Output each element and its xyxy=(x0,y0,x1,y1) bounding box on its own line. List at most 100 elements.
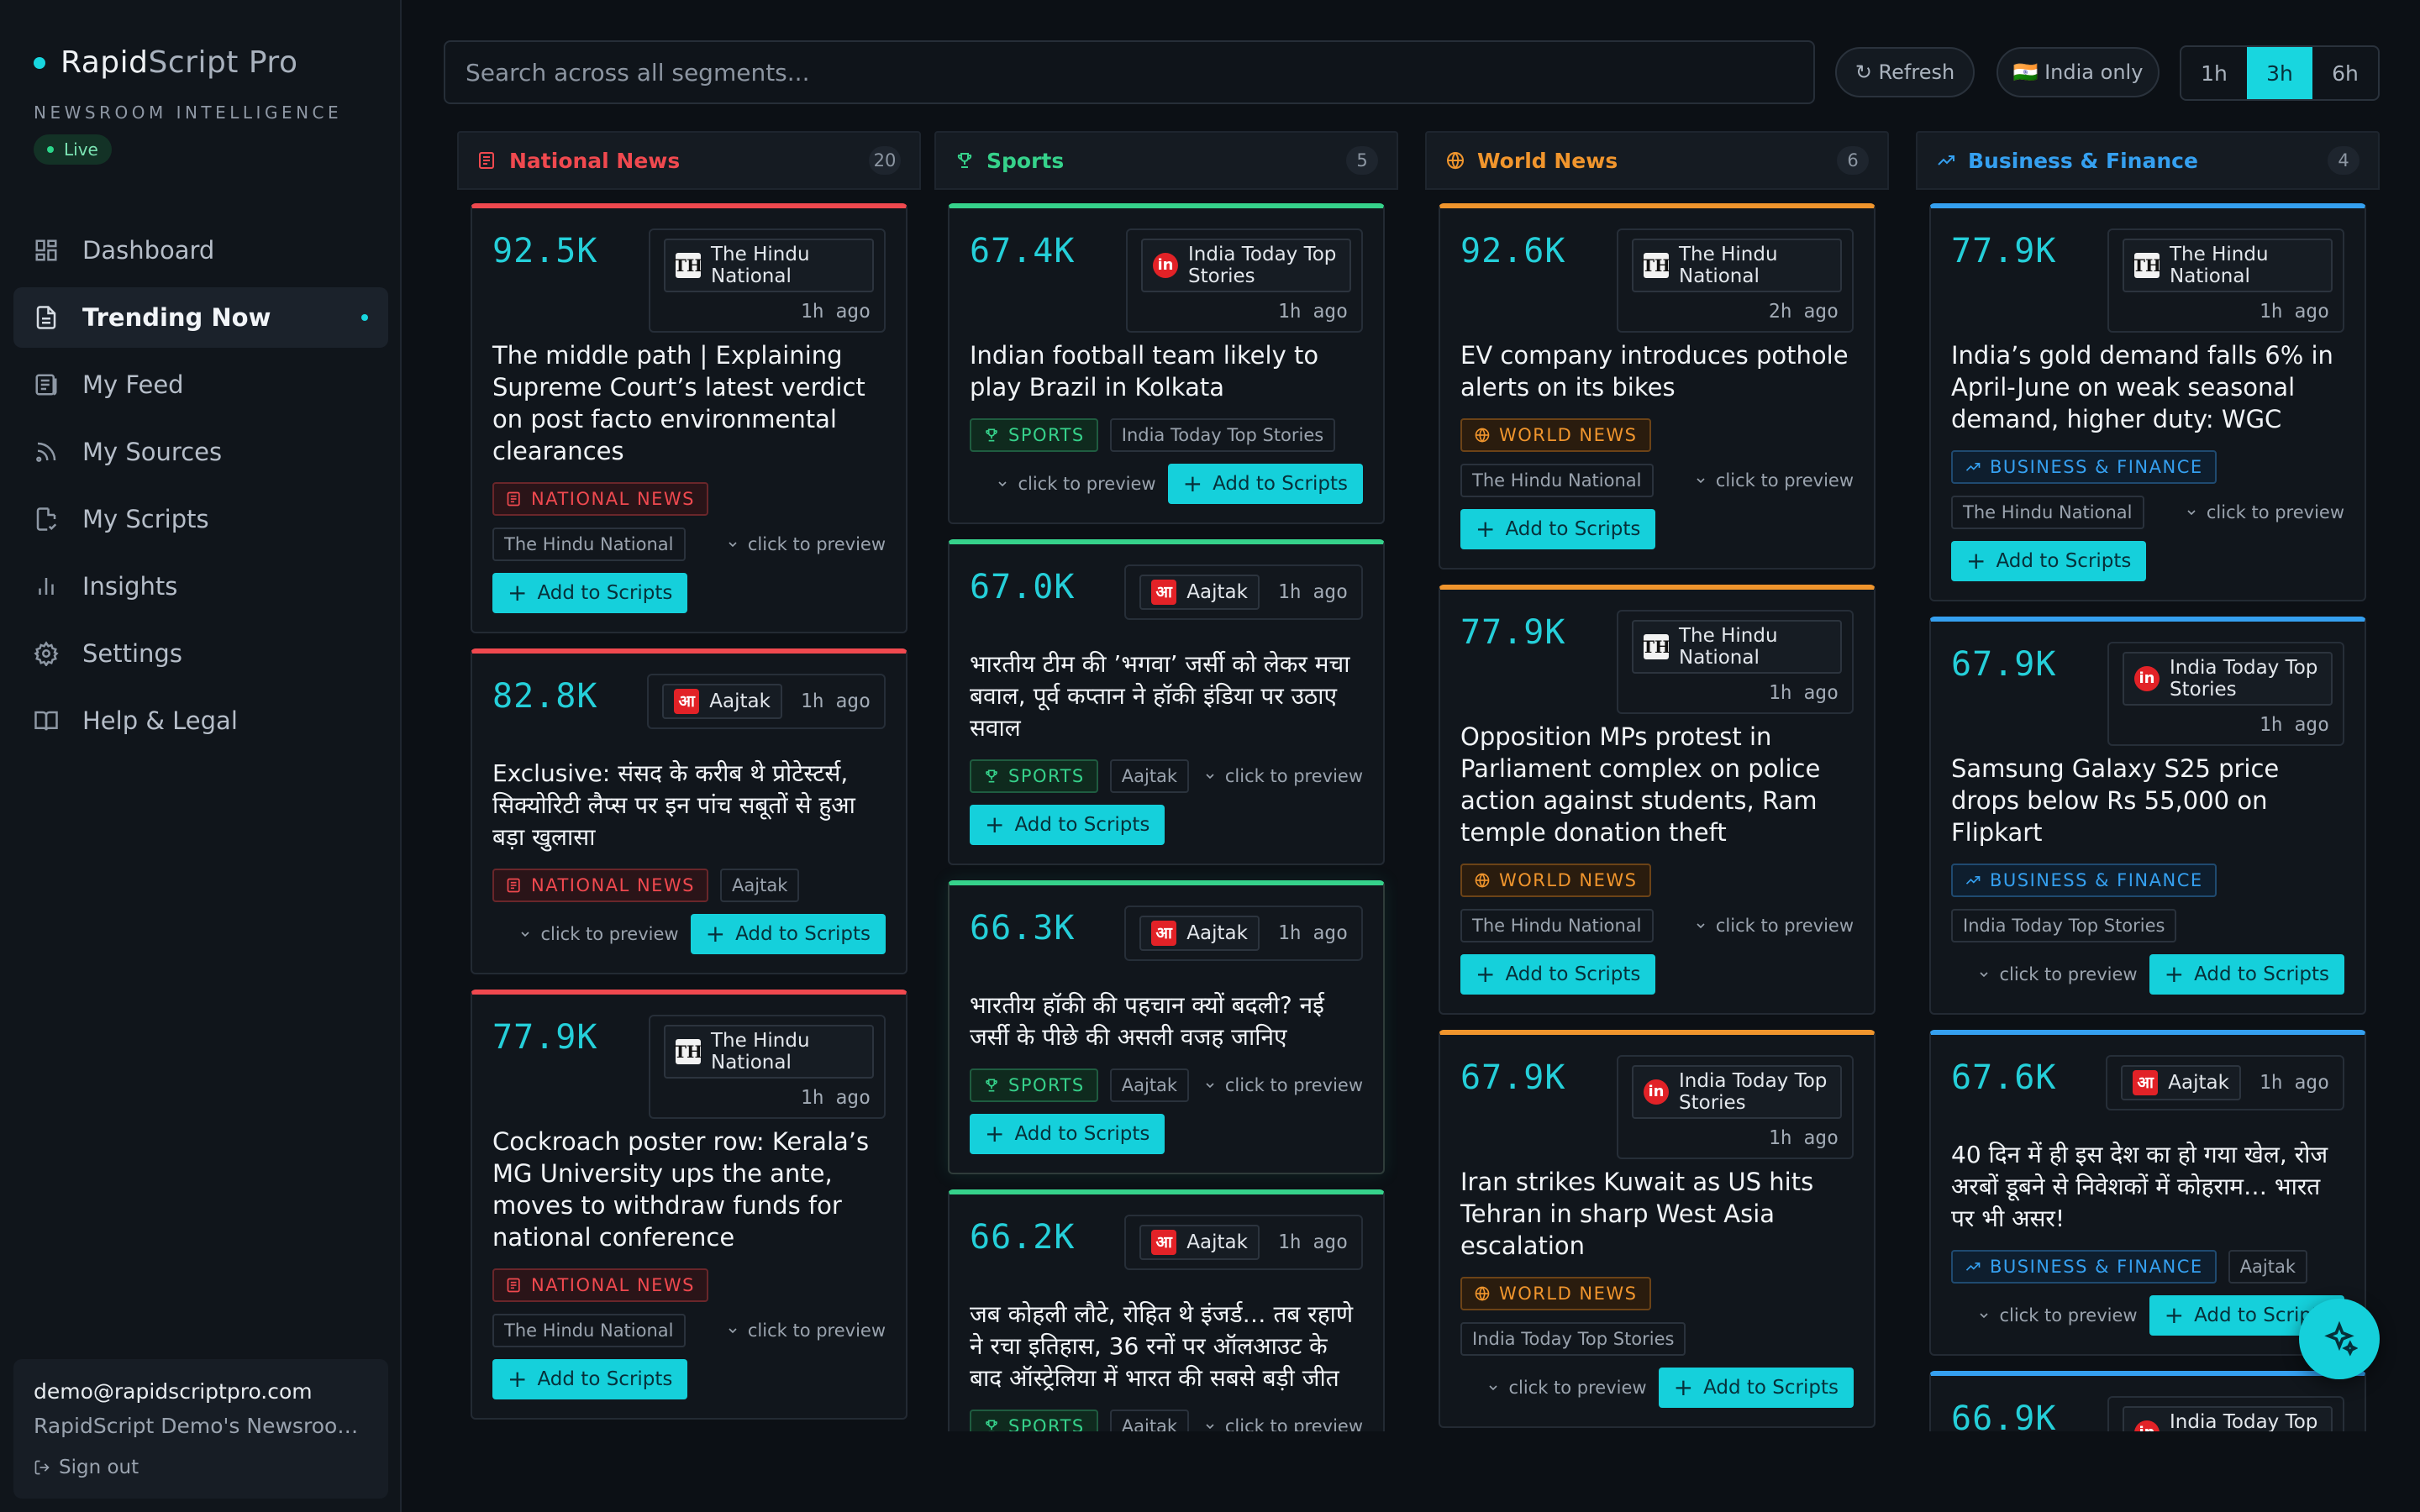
sidebar-item-help-legal[interactable]: Help & Legal xyxy=(13,690,388,751)
click-to-preview[interactable]: click to preview xyxy=(1694,470,1854,491)
source-chip[interactable]: TH The Hindu National xyxy=(664,239,874,292)
sidebar-item-settings[interactable]: Settings xyxy=(13,623,388,684)
story-headline[interactable]: Samsung Galaxy S25 price drops below Rs … xyxy=(1951,754,2280,847)
add-to-scripts-button[interactable]: + Add to Scripts xyxy=(492,573,688,613)
add-to-scripts-button[interactable]: + Add to Scripts xyxy=(2149,954,2344,995)
range-option-1h[interactable]: 1h xyxy=(2201,60,2228,86)
sidebar-item-label: My Feed xyxy=(82,370,184,399)
story-headline[interactable]: The middle path | Explaining Supreme Cou… xyxy=(492,341,865,465)
search-input[interactable] xyxy=(444,40,1815,104)
story-headline[interactable]: जब कोहली लौटे, रोहित थे इंजर्ड… तब रहाणे… xyxy=(970,1300,1354,1392)
source-chip[interactable]: in India Today Top Stories xyxy=(2123,1406,2333,1431)
story-headline[interactable]: भारतीय हॉकी की पहचान क्यों बदली? नई जर्स… xyxy=(970,991,1324,1051)
add-to-scripts-button[interactable]: + Add to Scripts xyxy=(970,1114,1165,1154)
story-card[interactable]: 82.8K आ Aajtak 1h ago Exclusive: संसद के करी… xyxy=(471,648,908,974)
source-chip[interactable]: in India Today Top Stories xyxy=(2123,652,2333,706)
click-to-preview[interactable]: click to preview xyxy=(726,1320,886,1341)
story-card[interactable]: 77.9K TH The Hindu National 1h ago India’s g… xyxy=(1929,203,2366,601)
view-count: 66.3K xyxy=(970,909,1076,948)
source-chip[interactable]: आ Aajtak xyxy=(1139,916,1260,951)
column-national: National News 20 92.5K TH The Hindu National… xyxy=(457,131,921,1431)
add-to-scripts-button[interactable]: + Add to Scripts xyxy=(1460,954,1656,995)
story-card[interactable]: 67.9K in India Today Top Stories 1h ago Iran… xyxy=(1439,1030,1876,1428)
click-to-preview[interactable]: click to preview xyxy=(726,534,886,554)
ai-assistant-fab[interactable] xyxy=(2299,1299,2380,1379)
add-to-scripts-button[interactable]: + Add to Scripts xyxy=(970,805,1165,845)
sidebar-item-dashboard[interactable]: Dashboard xyxy=(13,220,388,281)
source-chip[interactable]: आ Aajtak xyxy=(2121,1065,2241,1100)
source-chip[interactable]: in India Today Top Stories xyxy=(1141,239,1351,292)
story-card[interactable]: 77.9K TH The Hindu National 1h ago Cockroach… xyxy=(471,990,908,1420)
source-chip[interactable]: आ Aajtak xyxy=(1139,1225,1260,1260)
sidebar-item-my-scripts[interactable]: My Scripts xyxy=(13,489,388,549)
source-chip[interactable]: TH The Hindu National xyxy=(1632,620,1842,674)
sidebar-item-my-sources[interactable]: My Sources xyxy=(13,422,388,482)
card-header: 67.0K आ Aajtak 1h ago xyxy=(970,564,1363,642)
click-to-preview[interactable]: click to preview xyxy=(2185,502,2344,522)
range-option-3h[interactable]: 3h xyxy=(2247,47,2312,99)
click-to-preview[interactable]: click to preview xyxy=(1486,1378,1647,1398)
click-to-preview[interactable]: click to preview xyxy=(518,924,679,944)
story-headline[interactable]: Exclusive: संसद के करीब थे प्रोटेस्टर्स,… xyxy=(492,759,855,851)
click-to-preview[interactable]: click to preview xyxy=(1694,916,1854,936)
sidebar-item-my-feed[interactable]: My Feed xyxy=(13,354,388,415)
story-headline[interactable]: India’s gold demand falls 6% in April-Ju… xyxy=(1951,341,2333,433)
globe-icon xyxy=(1475,428,1490,443)
source-chip[interactable]: आ Aajtak xyxy=(662,684,782,719)
add-to-scripts-button[interactable]: + Add to Scripts xyxy=(492,1359,688,1399)
sidebar-item-insights[interactable]: Insights xyxy=(13,556,388,617)
story-card[interactable]: 67.6K आ Aajtak 1h ago 40 दिन में ही इस देश क… xyxy=(1929,1030,2366,1356)
add-to-scripts-button[interactable]: + Add to Scripts xyxy=(1658,1368,1854,1408)
story-headline[interactable]: Opposition MPs protest in Parliament com… xyxy=(1460,722,1821,847)
published-time: 1h ago xyxy=(1768,682,1839,704)
click-to-preview[interactable]: click to preview xyxy=(1977,1305,2138,1326)
sidebar-item-trending-now[interactable]: Trending Now xyxy=(13,287,388,348)
sign-out-button[interactable]: Sign out xyxy=(34,1457,368,1478)
story-card[interactable]: 66.2K आ Aajtak 1h ago जब कोहली लौटे, रोहित थ… xyxy=(948,1189,1385,1431)
story-headline[interactable]: EV company introduces pothole alerts on … xyxy=(1460,341,1849,402)
click-to-preview[interactable]: click to preview xyxy=(996,474,1156,494)
published-time: 1h ago xyxy=(1277,922,1348,944)
brand-logo[interactable]: RapidScript Pro xyxy=(34,45,297,80)
add-to-scripts-button[interactable]: + Add to Scripts xyxy=(1951,541,2147,581)
range-option-6h[interactable]: 6h xyxy=(2332,60,2359,86)
india-today-logo-icon: in xyxy=(1644,1079,1669,1105)
click-to-preview[interactable]: click to preview xyxy=(1203,1075,1363,1095)
refresh-button[interactable]: ↻ Refresh xyxy=(1835,47,1975,97)
source-name: Aajtak xyxy=(1186,581,1248,603)
story-card[interactable]: 77.9K TH The Hindu National 1h ago Oppositio… xyxy=(1439,585,1876,1015)
story-headline[interactable]: Iran strikes Kuwait as US hits Tehran in… xyxy=(1460,1168,1814,1260)
source-chip[interactable]: TH The Hindu National xyxy=(1632,239,1842,292)
story-headline[interactable]: Cockroach poster row: Kerala’s MG Univer… xyxy=(492,1127,870,1252)
add-to-scripts-button[interactable]: + Add to Scripts xyxy=(1167,464,1363,504)
click-to-preview[interactable]: click to preview xyxy=(1203,766,1363,786)
source-chip[interactable]: in India Today Top Stories xyxy=(1632,1065,1842,1119)
story-card[interactable]: 66.3K आ Aajtak 1h ago भारतीय हॉकी की पहचान क… xyxy=(948,880,1385,1174)
story-card[interactable]: 67.0K आ Aajtak 1h ago भारतीय टीम की ’भगवा’ ज… xyxy=(948,539,1385,865)
story-headline[interactable]: भारतीय टीम की ’भगवा’ जर्सी को लेकर मचा ब… xyxy=(970,650,1350,742)
add-to-scripts-button[interactable]: + Add to Scripts xyxy=(1460,509,1656,549)
india-today-logo-icon: in xyxy=(2134,1420,2160,1431)
add-to-scripts-button[interactable]: + Add to Scripts xyxy=(690,914,886,954)
story-card[interactable]: 67.9K in India Today Top Stories 1h ago Sams… xyxy=(1929,617,2366,1015)
sidebar-item-label: Settings xyxy=(82,639,182,668)
source-chip[interactable]: TH The Hindu National xyxy=(2123,239,2333,292)
story-card[interactable]: 66.9K in India Today Top Stories xyxy=(1929,1371,2366,1431)
category-tag: SPORTS xyxy=(970,1410,1098,1431)
source-chip[interactable]: TH The Hindu National xyxy=(664,1025,874,1079)
story-card[interactable]: 67.4K in India Today Top Stories 1h ago Indi… xyxy=(948,203,1385,524)
click-to-preview[interactable]: click to preview xyxy=(1977,964,2138,984)
sidebar-item-label: Trending Now xyxy=(82,303,271,332)
the-hindu-logo-icon: TH xyxy=(674,1039,702,1064)
click-to-preview[interactable]: click to preview xyxy=(1203,1416,1363,1431)
source-chip[interactable]: आ Aajtak xyxy=(1139,575,1260,610)
story-card[interactable]: 92.6K TH The Hindu National 2h ago EV compan… xyxy=(1439,203,1876,570)
india-only-toggle[interactable]: 🇮🇳 India only xyxy=(1996,47,2160,97)
category-tag: WORLD NEWS xyxy=(1460,864,1651,897)
story-headline[interactable]: Indian football team likely to play Braz… xyxy=(970,341,1319,402)
sidebar-nav: Dashboard Trending Now My Feed My Source… xyxy=(13,220,388,758)
story-headline[interactable]: 40 दिन में ही इस देश का हो गया खेल, रोज … xyxy=(1951,1141,2328,1232)
story-card[interactable]: 92.5K TH The Hindu National 1h ago The middl… xyxy=(471,203,908,633)
